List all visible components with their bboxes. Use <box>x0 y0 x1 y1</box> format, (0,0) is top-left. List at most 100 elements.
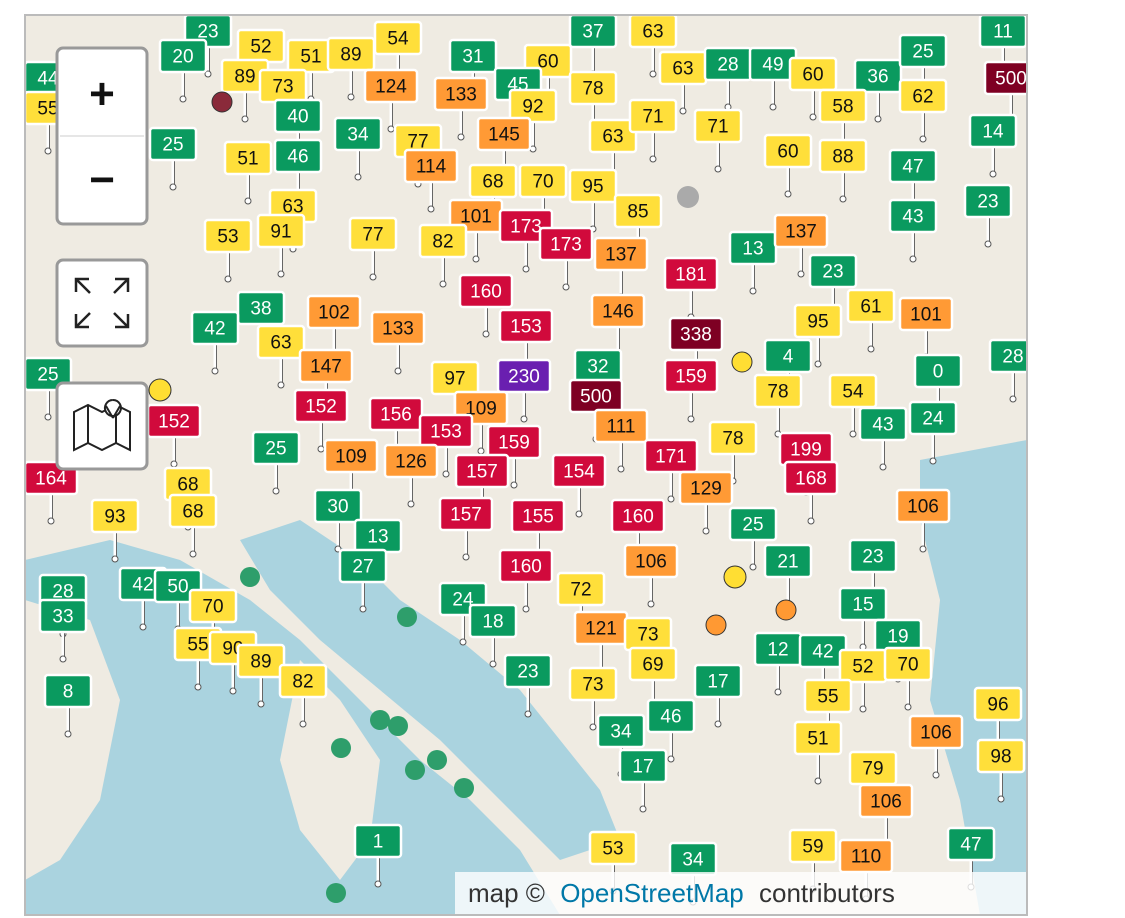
attribution-link[interactable]: OpenStreetMap <box>560 878 744 908</box>
marker-box <box>568 666 618 702</box>
aqi-value: 34 <box>347 125 369 146</box>
aqi-value: 24 <box>452 590 474 611</box>
marker-box <box>306 294 362 330</box>
marker-box <box>556 571 606 607</box>
marker-pin <box>257 700 265 708</box>
marker-box <box>418 223 468 259</box>
marker-pin <box>859 705 867 713</box>
aqi-value: 52 <box>250 37 271 58</box>
marker-box <box>908 714 964 750</box>
layers-button[interactable] <box>55 381 149 471</box>
aqi-value: 47 <box>902 157 923 178</box>
marker-box <box>895 488 951 524</box>
dot <box>427 750 447 770</box>
marker-box <box>590 293 646 329</box>
marker-box <box>763 543 813 579</box>
aqi-value: 25 <box>912 42 933 63</box>
aqi-value: 155 <box>522 507 554 528</box>
marker-pin <box>774 688 782 696</box>
marker-pin <box>769 103 777 111</box>
marker-box <box>496 358 552 394</box>
aqi-value: 85 <box>627 202 648 223</box>
marker-pin <box>784 190 792 198</box>
aqi-value: 25 <box>265 439 286 460</box>
marker-pin <box>909 255 917 263</box>
marker-pin <box>387 125 395 133</box>
marker-box <box>203 218 253 254</box>
marker-box <box>448 38 498 74</box>
dot <box>705 614 727 636</box>
marker-box <box>968 113 1018 149</box>
aqi-value: 78 <box>582 79 603 100</box>
marker-pin <box>649 70 657 78</box>
marker-box <box>313 488 363 524</box>
aqi-value: 42 <box>132 575 153 596</box>
marker-box <box>963 183 1013 219</box>
aqi-value: 51 <box>807 729 828 750</box>
aqi-value: 137 <box>605 245 637 266</box>
aqi-value: 24 <box>922 409 944 430</box>
zoom-in[interactable]: + <box>89 70 115 119</box>
aqi-value: 101 <box>910 305 942 326</box>
aqi-value: 88 <box>832 147 853 168</box>
marker-box <box>838 586 888 622</box>
aqi-value: 95 <box>582 177 603 198</box>
aqi-value: 129 <box>690 479 722 500</box>
aqi-value: 28 <box>52 582 73 603</box>
dot <box>731 351 753 373</box>
aqi-value: 101 <box>460 207 492 228</box>
aqi-value: 154 <box>563 462 595 483</box>
marker-box <box>693 663 743 699</box>
aqi-value: 53 <box>217 227 238 248</box>
marker-pin <box>647 600 655 608</box>
aqi-value: 93 <box>104 507 125 528</box>
marker-pin <box>334 545 342 553</box>
marker-box <box>898 296 954 332</box>
marker-box <box>803 678 853 714</box>
aqi-value: 21 <box>777 552 798 573</box>
marker-box <box>518 163 568 199</box>
marker-box <box>753 373 803 409</box>
aqi-value: 159 <box>498 433 530 454</box>
marker-box <box>828 373 878 409</box>
fullscreen-button[interactable] <box>55 258 149 348</box>
marker-box <box>293 388 349 424</box>
marker-box <box>251 430 301 466</box>
marker-box <box>503 653 553 689</box>
marker-pin <box>714 720 722 728</box>
aqi-value: 20 <box>172 47 193 68</box>
aqi-value: 95 <box>807 312 828 333</box>
marker-box <box>551 453 607 489</box>
aqi-value: 25 <box>162 135 183 156</box>
zoom-control: + − <box>55 46 149 226</box>
aqi-value: 68 <box>182 502 203 523</box>
button-box <box>55 258 149 348</box>
marker-pin <box>472 255 480 263</box>
marker-box <box>888 148 938 184</box>
marker-box <box>708 420 758 456</box>
aqi-value: 230 <box>508 367 540 388</box>
zoom-out[interactable]: − <box>89 156 115 205</box>
aqi-value: 53 <box>602 839 623 860</box>
marker-box <box>223 140 273 176</box>
aqi-value: 55 <box>187 635 208 656</box>
aqi-value: 60 <box>537 52 558 73</box>
marker-pin <box>224 275 232 283</box>
aqi-value: 25 <box>742 515 763 536</box>
aqi-value: 23 <box>862 547 883 568</box>
marker-box <box>983 60 1027 96</box>
marker-box <box>370 310 426 346</box>
marker-box <box>588 830 638 866</box>
aqi-value: 34 <box>682 850 704 871</box>
aqi-value: 106 <box>907 497 939 518</box>
marker-box <box>663 358 719 394</box>
marker-box <box>793 720 843 756</box>
aqi-value: 110 <box>851 847 881 868</box>
aqi-value: 51 <box>237 149 258 170</box>
marker-pin <box>59 655 67 663</box>
aqi-value: 160 <box>470 282 502 303</box>
marker-pin <box>997 795 1005 803</box>
aqi-value: 160 <box>510 557 542 578</box>
